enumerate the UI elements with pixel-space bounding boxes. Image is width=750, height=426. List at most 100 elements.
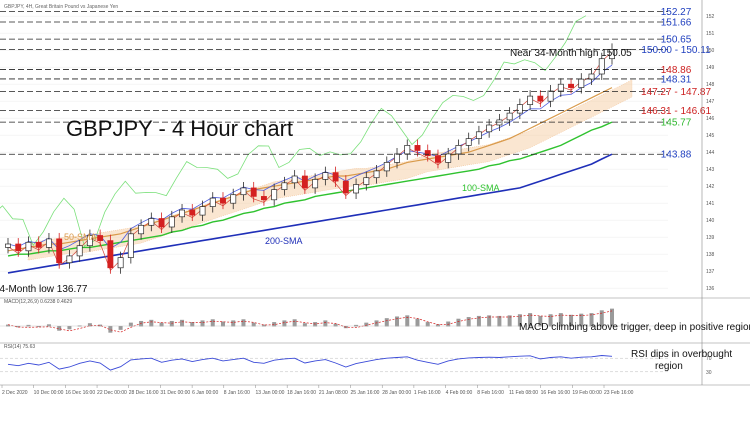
- macd-signal-line: [7, 310, 613, 333]
- macd-bar: [610, 308, 614, 327]
- candle-body: [56, 238, 63, 264]
- candle-body: [322, 172, 329, 180]
- level-label: 148.31: [661, 74, 692, 85]
- macd-bar: [190, 322, 195, 327]
- candle-body: [537, 95, 544, 102]
- level-label: 148.86: [661, 65, 692, 76]
- macd-bar: [456, 318, 461, 327]
- macd-bar: [528, 313, 533, 327]
- price-tick-label: 138: [706, 252, 715, 258]
- candle-body: [220, 197, 226, 204]
- candle-body: [25, 241, 32, 252]
- time-tick-label: 4 Feb 00:00: [446, 390, 473, 396]
- macd-bar: [364, 322, 369, 327]
- candle-body: [148, 218, 155, 226]
- candle-body: [97, 235, 104, 241]
- candle-body: [107, 240, 114, 269]
- price-tick-label: 143: [706, 167, 715, 173]
- candle-body: [15, 243, 22, 252]
- macd-bar: [425, 322, 430, 327]
- macd-bar: [384, 318, 389, 327]
- macd-bar: [282, 320, 287, 327]
- macd-bar: [251, 322, 256, 327]
- macd-bar: [16, 326, 21, 328]
- candle-body: [465, 138, 472, 146]
- candle-body: [373, 170, 380, 179]
- price-tick-label: 137: [706, 269, 715, 275]
- level-label: 147.27 - 147.87: [641, 87, 711, 98]
- candle-body: [455, 145, 462, 155]
- candle-body: [76, 245, 83, 257]
- candle-body: [35, 241, 42, 248]
- candle-body: [312, 179, 319, 189]
- macd-panel: [0, 308, 668, 333]
- candle-body: [342, 180, 349, 194]
- level-label: 145.77: [661, 118, 692, 129]
- macd-bar: [302, 323, 307, 327]
- candle-body: [547, 90, 554, 102]
- macd-bar: [159, 322, 164, 327]
- candle-body: [506, 112, 513, 121]
- macd-bar: [507, 315, 512, 327]
- macd-bar: [46, 324, 51, 327]
- macd-bar: [36, 326, 41, 328]
- candle-body: [353, 184, 360, 194]
- time-tick-label: 18 Jan 16:00: [287, 390, 316, 396]
- level-label: 143.88: [661, 150, 692, 161]
- candle-body: [127, 233, 134, 258]
- candle-body: [86, 235, 93, 247]
- candle-body: [5, 243, 11, 248]
- price-tick-label: 136: [706, 286, 715, 292]
- macd-bar: [241, 319, 246, 327]
- price-tick-label: 148: [706, 82, 715, 88]
- macd-bar: [323, 320, 328, 327]
- price-axis: 152 151 150 149 148 147 146 145 144 143 142 141 140 1…: [701, 0, 715, 385]
- rsi-caption: RSI(14) 75.63: [4, 344, 35, 350]
- price-tick-label: 150: [706, 48, 715, 54]
- candle-body: [117, 257, 124, 269]
- macd-bar: [558, 313, 563, 327]
- macd-bar: [87, 323, 92, 327]
- candle-body: [435, 155, 441, 163]
- macd-bar: [405, 315, 410, 327]
- candle-body: [424, 150, 431, 156]
- rsi-comment-line2: region: [655, 361, 683, 372]
- time-tick-label: 16 Feb 16:00: [541, 390, 571, 396]
- macd-bar: [118, 326, 123, 330]
- macd-bar: [292, 319, 297, 327]
- time-tick-label: 1 Feb 16:00: [414, 390, 441, 396]
- macd-bar: [6, 324, 10, 327]
- time-tick-label: 16 Dec 16:00: [65, 390, 95, 396]
- candle-body: [281, 182, 288, 190]
- macd-bar: [210, 319, 215, 327]
- price-tick-label: 149: [706, 65, 715, 71]
- candle-body: [383, 162, 390, 172]
- candle-body: [363, 177, 370, 185]
- macd-bar: [149, 319, 154, 327]
- time-tick-label: 23 Feb 16:00: [604, 390, 634, 396]
- macd-bar: [476, 315, 481, 327]
- low-annotation: 34-Month low 136.77: [0, 284, 88, 295]
- price-tick-label: 147: [706, 99, 715, 105]
- macd-bar: [26, 324, 31, 327]
- macd-bar: [200, 320, 205, 327]
- rsi-line: [7, 355, 613, 371]
- time-tick-label: 13 Jan 00:00: [255, 390, 284, 396]
- candle-body: [414, 145, 421, 151]
- candle-body: [578, 78, 585, 88]
- macd-bar: [548, 314, 553, 327]
- macd-comment: MACD climbing above trigger, deep in pos…: [519, 322, 750, 333]
- macd-bar: [139, 320, 144, 327]
- time-tick-label: 2 Dec 2020: [2, 390, 28, 396]
- macd-bar: [435, 324, 440, 327]
- candle-body: [66, 255, 73, 264]
- macd-bar: [538, 315, 543, 327]
- macd-bar: [374, 320, 379, 327]
- candle-body: [301, 175, 308, 189]
- candle-body: [45, 238, 52, 248]
- candle-body: [445, 153, 452, 163]
